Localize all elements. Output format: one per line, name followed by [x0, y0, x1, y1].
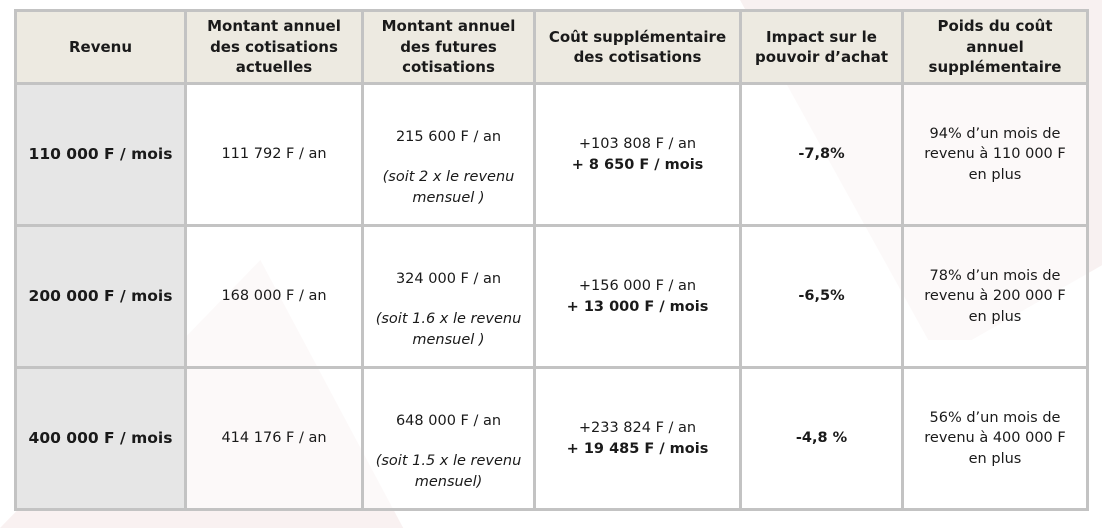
- cell-current-contribution: 111 792 F / an: [184, 82, 364, 227]
- ratio-note: (soit 1.5 x le revenu mensuel): [375, 453, 522, 490]
- header-purchasing-power-impact: Impact sur le pouvoir d’achat: [739, 9, 904, 85]
- header-additional-cost: Coût supplémentaire des cotisations: [533, 9, 742, 85]
- cell-revenu: 400 000 F / mois: [14, 366, 187, 511]
- header-row: Revenu Montant annuel des cotisations ac…: [14, 9, 1089, 85]
- cell-future-contribution: 648 000 F / an (soit 1.5 x le revenu mens…: [361, 366, 536, 511]
- cell-impact: -4,8 %: [739, 366, 904, 511]
- header-future-contributions: Montant annuel des futures cotisations: [361, 9, 536, 85]
- header-cost-weight: Poids du coût annuel supplémentaire: [901, 9, 1089, 85]
- table-row: 400 000 F / mois 414 176 F / an 648 000 …: [14, 366, 1089, 511]
- cell-cost-weight: 56% d’un mois de revenu à 400 000 F en p…: [901, 366, 1089, 511]
- cell-cost-weight: 78% d’un mois de revenu à 200 000 F en p…: [901, 224, 1089, 369]
- header-current-contributions: Montant annuel des cotisations actuelles: [184, 9, 364, 85]
- table-row: 110 000 F / mois 111 792 F / an 215 600 …: [14, 82, 1089, 227]
- cell-additional-cost: +233 824 F / an + 19 485 F / mois: [533, 366, 742, 511]
- cell-current-contribution: 414 176 F / an: [184, 366, 364, 511]
- cell-future-contribution: 324 000 F / an (soit 1.6 x le revenu mens…: [361, 224, 536, 369]
- cell-impact: -6,5%: [739, 224, 904, 369]
- cell-impact: -7,8%: [739, 82, 904, 227]
- cell-additional-cost: +103 808 F / an + 8 650 F / mois: [533, 82, 742, 227]
- ratio-note: (soit 2 x le revenu mensuel ): [382, 169, 515, 206]
- cell-cost-weight: 94% d’un mois de revenu à 110 000 F en p…: [901, 82, 1089, 227]
- cell-additional-cost: +156 000 F / an + 13 000 F / mois: [533, 224, 742, 369]
- cell-current-contribution: 168 000 F / an: [184, 224, 364, 369]
- ratio-note: (soit 1.6 x le revenu mensuel ): [375, 311, 522, 348]
- cell-revenu: 110 000 F / mois: [14, 82, 187, 227]
- cell-revenu: 200 000 F / mois: [14, 224, 187, 369]
- cell-future-contribution: 215 600 F / an (soit 2 x le revenu mensue…: [361, 82, 536, 227]
- table-row: 200 000 F / mois 168 000 F / an 324 000 …: [14, 224, 1089, 369]
- contribution-comparison-table: Revenu Montant annuel des cotisations ac…: [14, 9, 1089, 511]
- header-revenu: Revenu: [14, 9, 187, 85]
